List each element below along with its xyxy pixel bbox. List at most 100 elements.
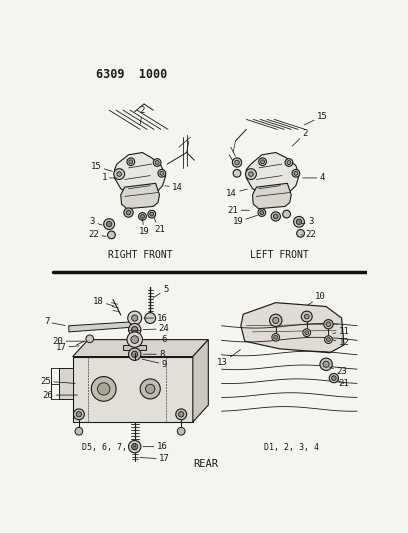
Text: 24: 24 (143, 325, 170, 333)
Circle shape (127, 158, 135, 166)
Text: 21: 21 (154, 217, 165, 234)
Text: 18: 18 (93, 297, 114, 306)
Polygon shape (115, 152, 166, 196)
Circle shape (104, 219, 115, 230)
Circle shape (106, 221, 112, 227)
Circle shape (303, 329, 310, 336)
Text: 25: 25 (40, 377, 75, 386)
Circle shape (271, 212, 280, 221)
Circle shape (73, 409, 84, 419)
Text: 22: 22 (302, 230, 316, 239)
Text: 15: 15 (91, 162, 113, 171)
Polygon shape (253, 183, 291, 209)
Text: D5, 6, 7, 8: D5, 6, 7, 8 (82, 443, 137, 452)
Text: 26: 26 (42, 391, 78, 400)
Circle shape (287, 160, 291, 165)
Circle shape (260, 211, 264, 214)
Text: 6309  1000: 6309 1000 (96, 68, 167, 81)
Circle shape (140, 379, 160, 399)
Text: 1: 1 (102, 173, 115, 182)
Text: 14: 14 (165, 183, 183, 192)
Circle shape (128, 311, 142, 325)
Circle shape (176, 409, 186, 419)
Circle shape (235, 160, 239, 165)
Text: 21: 21 (337, 379, 349, 388)
Polygon shape (121, 183, 160, 209)
Circle shape (155, 160, 159, 165)
Circle shape (108, 231, 115, 239)
Text: 16: 16 (144, 313, 167, 322)
Circle shape (129, 440, 141, 453)
Circle shape (294, 216, 304, 227)
Text: 13: 13 (217, 350, 241, 367)
Polygon shape (73, 340, 208, 357)
Circle shape (75, 427, 83, 435)
Circle shape (177, 427, 185, 435)
Circle shape (153, 159, 161, 166)
Circle shape (76, 411, 82, 417)
Text: 3: 3 (302, 217, 313, 227)
Text: 4: 4 (303, 173, 325, 182)
Text: 23: 23 (330, 367, 347, 376)
Circle shape (261, 160, 264, 164)
Circle shape (91, 377, 116, 401)
Circle shape (132, 327, 138, 333)
Circle shape (332, 376, 336, 381)
Circle shape (232, 158, 242, 167)
Text: 19: 19 (139, 220, 149, 236)
Circle shape (258, 209, 266, 216)
Text: 7: 7 (44, 318, 65, 326)
Circle shape (248, 172, 253, 176)
Text: 10: 10 (308, 292, 326, 305)
Text: 12: 12 (333, 338, 349, 347)
Circle shape (131, 336, 139, 343)
Circle shape (272, 334, 279, 341)
Circle shape (117, 172, 122, 176)
Circle shape (158, 169, 166, 177)
FancyBboxPatch shape (123, 345, 146, 350)
Polygon shape (59, 368, 73, 399)
Circle shape (326, 322, 331, 327)
Circle shape (98, 383, 110, 395)
Text: 19: 19 (233, 215, 257, 227)
Text: D1, 2, 3, 4: D1, 2, 3, 4 (264, 443, 319, 452)
Circle shape (305, 331, 309, 335)
Polygon shape (73, 357, 193, 422)
Circle shape (146, 384, 155, 393)
Circle shape (326, 338, 330, 342)
Circle shape (129, 160, 133, 164)
Text: 22: 22 (88, 230, 106, 239)
Polygon shape (246, 152, 299, 196)
Circle shape (297, 230, 304, 237)
Circle shape (126, 210, 131, 215)
Circle shape (150, 212, 154, 216)
Polygon shape (241, 303, 344, 353)
Circle shape (274, 335, 278, 339)
Text: 15: 15 (304, 112, 328, 125)
Text: 20: 20 (53, 337, 85, 346)
Circle shape (140, 214, 144, 219)
Text: 17: 17 (140, 455, 170, 464)
Circle shape (233, 169, 241, 177)
Circle shape (259, 158, 266, 166)
Circle shape (294, 172, 298, 175)
Polygon shape (69, 322, 131, 332)
Text: 2: 2 (140, 106, 145, 124)
Text: 9: 9 (142, 359, 167, 369)
Text: 16: 16 (143, 442, 167, 451)
Text: 2: 2 (292, 129, 308, 146)
Polygon shape (193, 340, 208, 422)
Text: RIGHT FRONT: RIGHT FRONT (108, 250, 173, 260)
Circle shape (273, 214, 278, 219)
Circle shape (160, 172, 164, 175)
Text: 5: 5 (153, 285, 169, 298)
Text: 14: 14 (226, 189, 247, 198)
Circle shape (145, 313, 155, 324)
Text: LEFT FRONT: LEFT FRONT (250, 250, 309, 260)
Circle shape (270, 314, 282, 327)
Circle shape (132, 351, 138, 357)
Circle shape (129, 348, 141, 360)
Circle shape (283, 210, 290, 218)
Circle shape (127, 332, 142, 348)
Circle shape (285, 159, 293, 166)
